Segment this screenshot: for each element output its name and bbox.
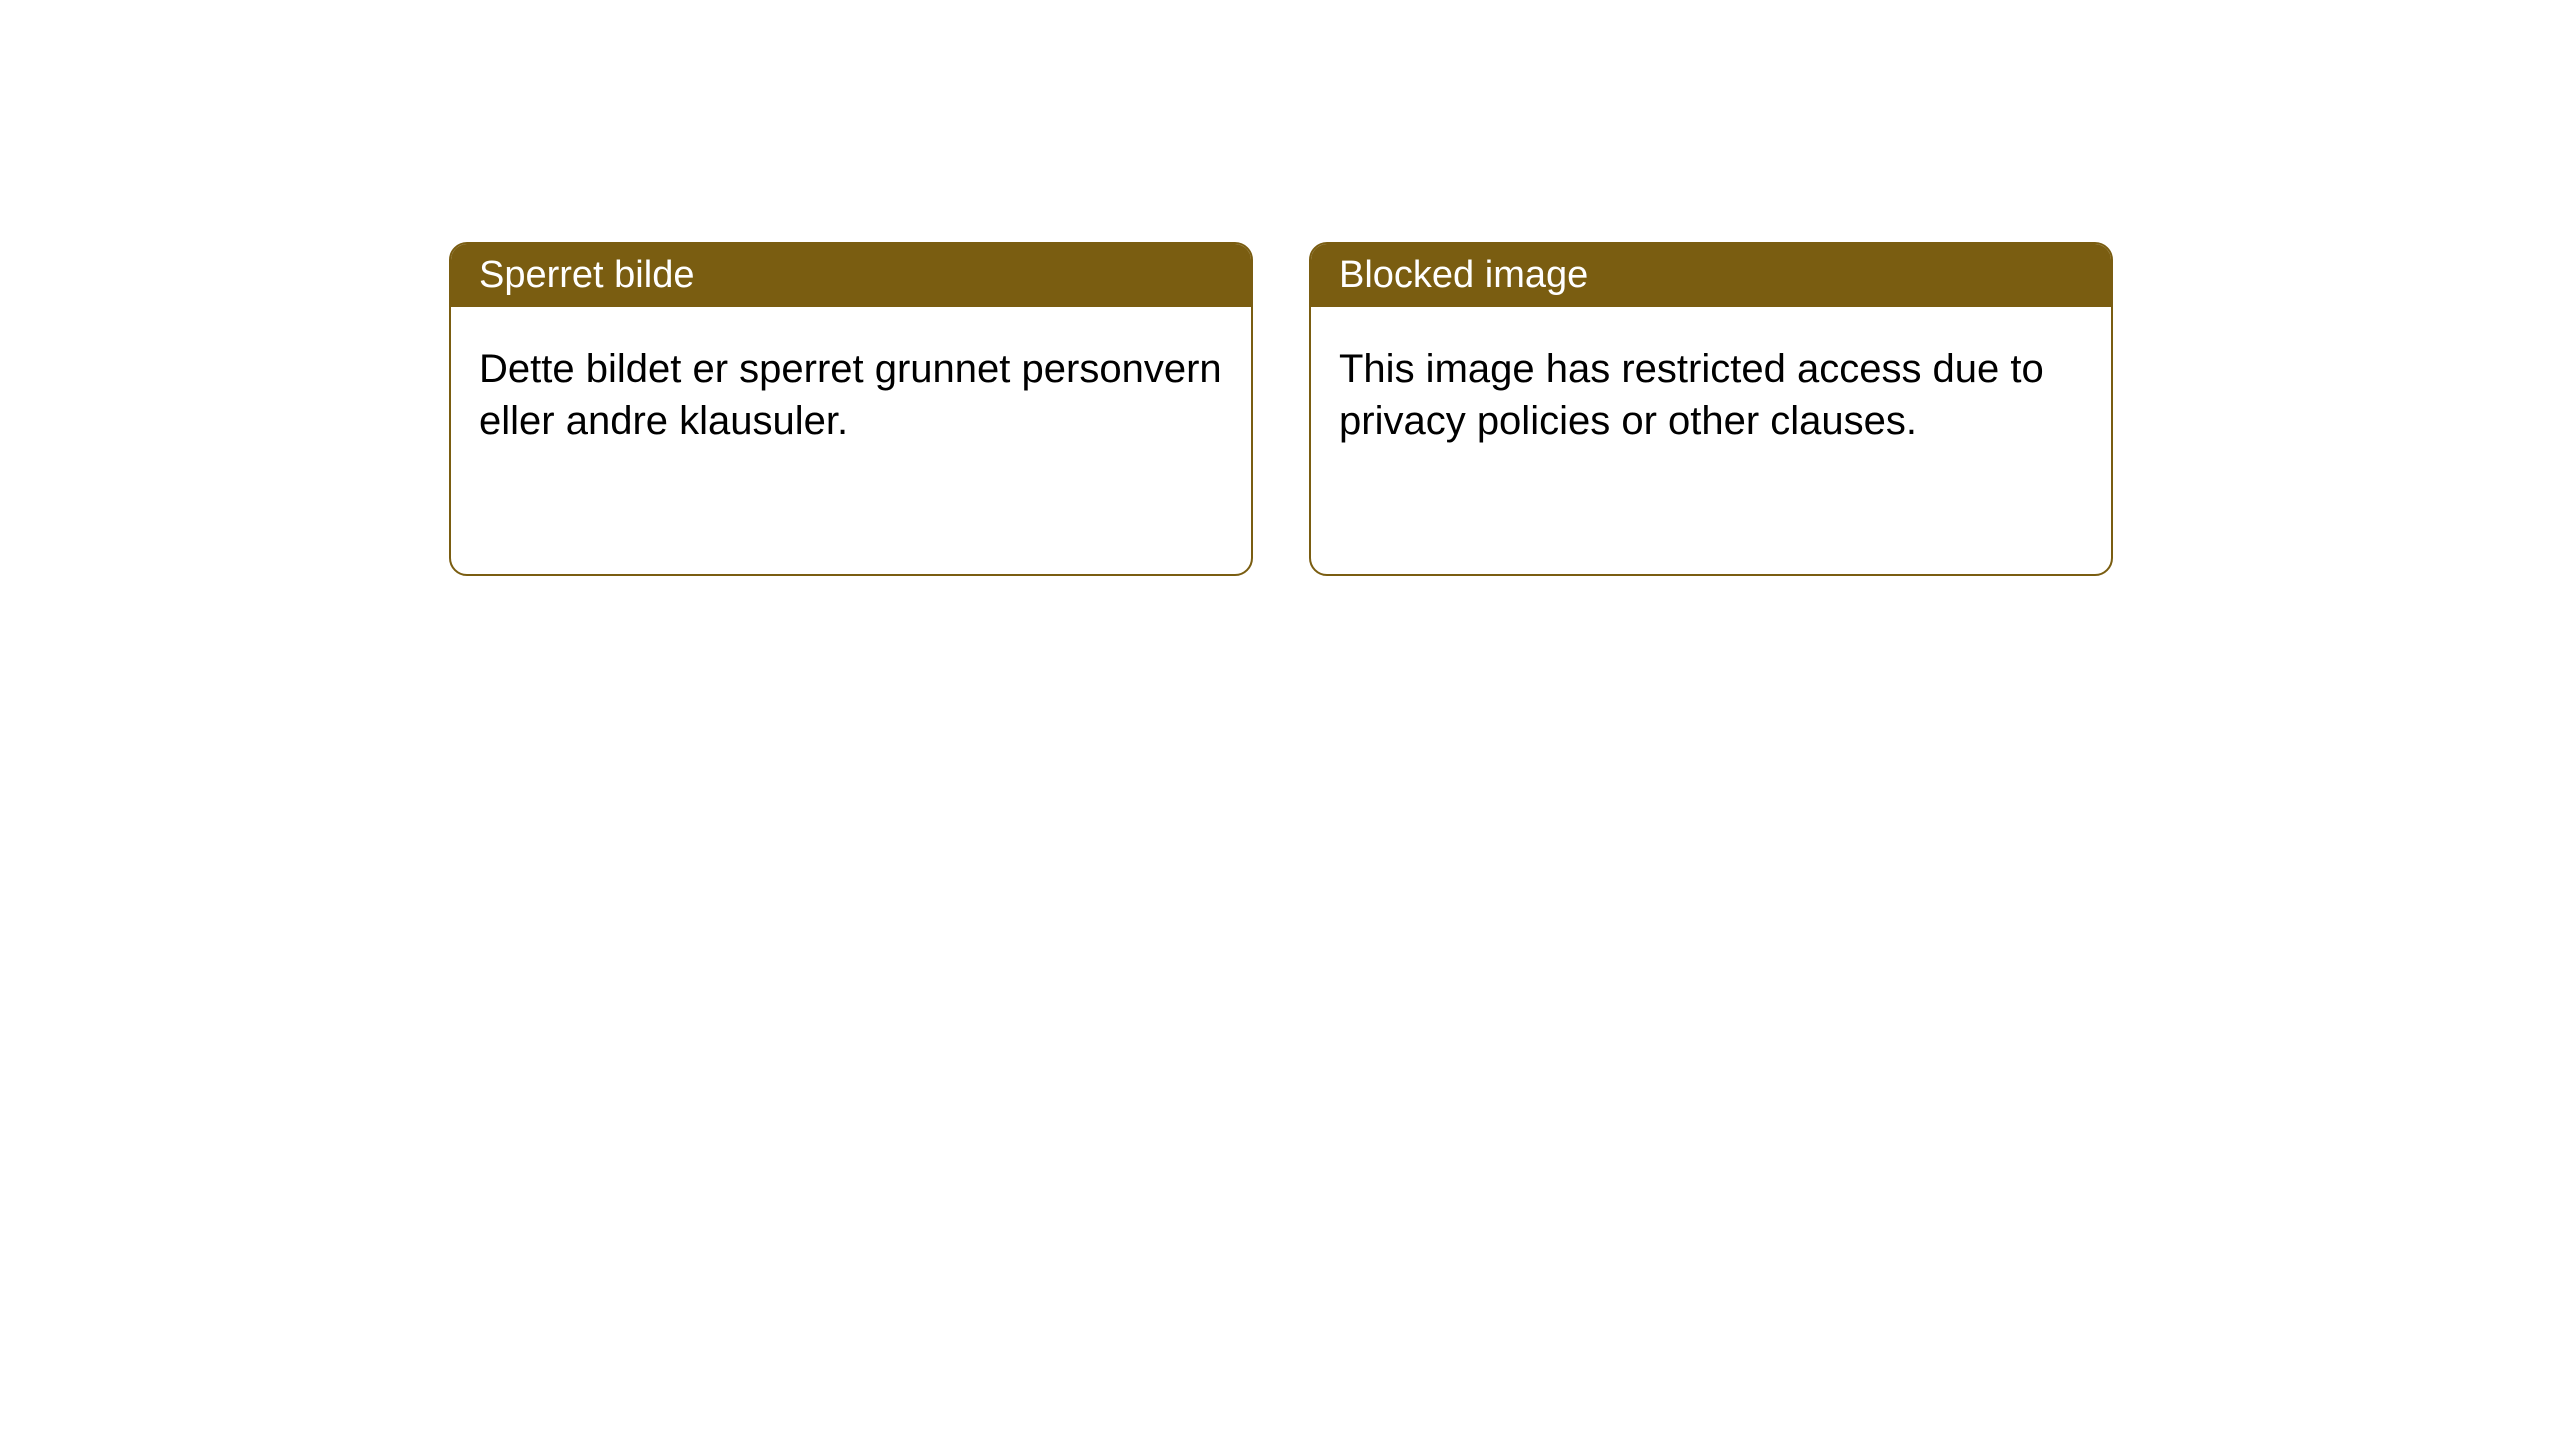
- card-message: Dette bildet er sperret grunnet personve…: [479, 347, 1222, 443]
- notice-cards-container: Sperret bilde Dette bildet er sperret gr…: [449, 242, 2560, 576]
- card-body: Dette bildet er sperret grunnet personve…: [451, 307, 1251, 483]
- card-body: This image has restricted access due to …: [1311, 307, 2111, 483]
- card-title: Blocked image: [1339, 254, 1588, 296]
- notice-card-norwegian: Sperret bilde Dette bildet er sperret gr…: [449, 242, 1253, 576]
- card-title: Sperret bilde: [479, 254, 694, 296]
- card-header: Sperret bilde: [451, 244, 1251, 307]
- card-header: Blocked image: [1311, 244, 2111, 307]
- card-message: This image has restricted access due to …: [1339, 347, 2044, 443]
- notice-card-english: Blocked image This image has restricted …: [1309, 242, 2113, 576]
